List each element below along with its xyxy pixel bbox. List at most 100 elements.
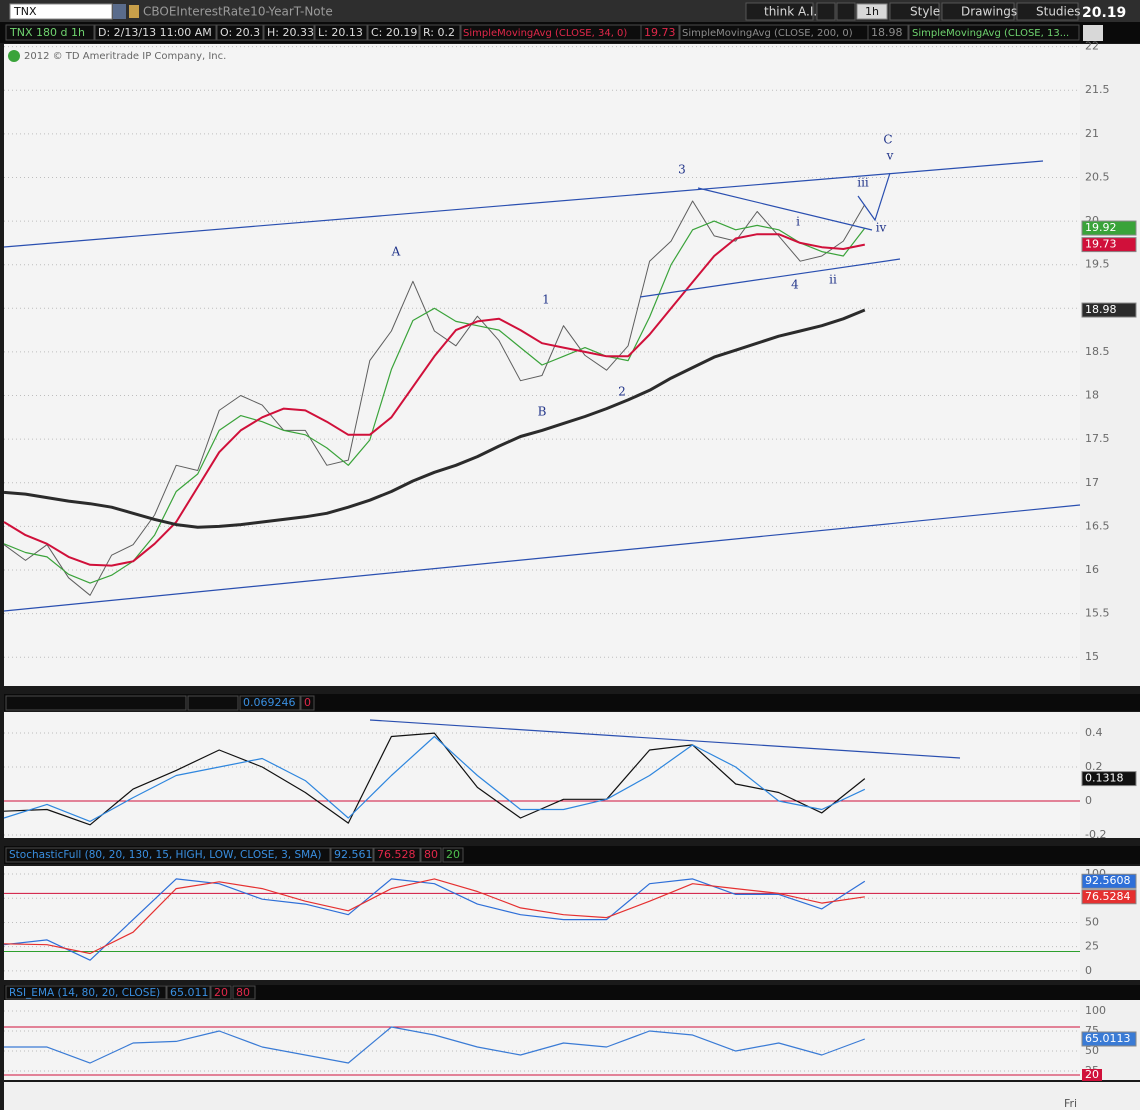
date: D: 2/13/13 11:00 AM [98, 26, 212, 39]
value-tags: 19.92 19.73 18.98 0.1318 92.5608 76.5284 65.01… [1081, 220, 1137, 1081]
copyright: 2012 © TD Ameritrade IP Company, Inc. [24, 51, 226, 62]
wave-label: 4 [791, 278, 799, 292]
value-tag-label: 20 [1085, 1068, 1099, 1081]
info-box [314, 24, 368, 41]
value-tag-label: 76.5284 [1085, 890, 1131, 903]
symbol-box[interactable] [9, 3, 113, 20]
x-tick-label: Fri [1064, 1097, 1077, 1110]
panel-header [4, 985, 1140, 1000]
trend-line [3, 160, 1044, 248]
y-tick-label: 25 [1085, 940, 1099, 953]
series-line [3, 878, 865, 955]
value-tag-label: 19.73 [1085, 238, 1117, 251]
header-box [420, 847, 442, 863]
studies-button[interactable] [1016, 2, 1079, 21]
header-value: 0 [304, 696, 311, 709]
divergence-line [369, 719, 961, 759]
y-tick-label: 18.5 [1085, 345, 1110, 358]
info-box [867, 24, 909, 41]
range: R: 0.2 [423, 26, 455, 39]
series-line [3, 732, 866, 826]
symbol-dropdown[interactable] [113, 4, 126, 19]
header-value: 80 [424, 848, 438, 861]
y-tick-label: 15 [1085, 650, 1099, 663]
wave-label: ii [829, 273, 837, 287]
header-box [166, 985, 211, 1000]
header-value: 76.528 [377, 848, 416, 861]
study-name: StochasticFull (80, 20, 130, 15, HIGH, L… [9, 849, 321, 861]
y-tick-label: 0.2 [1085, 760, 1103, 773]
header-value: 65.011 [170, 986, 209, 999]
style-button[interactable] [889, 2, 940, 21]
stochastic-panel [4, 866, 1080, 980]
style-label: Style [910, 5, 940, 19]
header-box [187, 695, 239, 711]
header-value: 80 [236, 986, 250, 999]
link-icon[interactable] [129, 5, 139, 18]
trend-line [697, 187, 873, 231]
y-tick-label: 0 [1085, 794, 1092, 807]
y-tick-label: 16 [1085, 563, 1099, 576]
interval-label: 1h [865, 5, 879, 18]
symbol: TNX [13, 5, 37, 18]
study-name: RSI_EMA (14, 80, 20, CLOSE) [9, 987, 160, 999]
header-box [210, 985, 232, 1000]
time-axis [4, 1082, 1140, 1110]
header-box [330, 847, 374, 863]
series-line [4, 1026, 866, 1064]
info-box [5, 24, 95, 41]
header-value: 0.069246 [243, 696, 296, 709]
y-tick-label: 17.5 [1085, 432, 1110, 445]
description: CBOEInterestRate10-YearT-Note [143, 5, 333, 19]
wave-label: i [796, 215, 800, 229]
series-line [3, 308, 866, 529]
last-price: 20.19 [1082, 5, 1126, 21]
series-line [3, 200, 866, 596]
drawings-button[interactable] [941, 2, 1015, 21]
value-tag [1081, 889, 1137, 905]
interval-button[interactable] [856, 3, 888, 20]
y-tick-label: 15.5 [1085, 607, 1110, 620]
trend-line [639, 258, 901, 298]
header-box [300, 695, 315, 711]
wave-label: iii [857, 176, 869, 190]
value-tag [1081, 873, 1137, 889]
y-tick-label: 100 [1085, 1004, 1106, 1017]
wave-label: 1 [542, 293, 550, 307]
value-tag-label: 19.92 [1085, 221, 1117, 234]
y-tick-label: 21.5 [1085, 83, 1110, 96]
think-button[interactable] [745, 2, 814, 21]
drawings-label: Drawings [961, 5, 1017, 19]
header-box [5, 985, 167, 1000]
value-tag-label: 65.0113 [1085, 1032, 1131, 1045]
rsi-panel [4, 1000, 1080, 1080]
info-box [908, 24, 1080, 41]
wave-label: 3 [678, 163, 686, 177]
legend-value: 19.73 [644, 26, 676, 39]
expand-button[interactable] [1083, 25, 1103, 41]
value-tag [1081, 220, 1137, 236]
tool-button[interactable] [836, 2, 856, 21]
wave-path [857, 172, 891, 222]
value-tag [1081, 237, 1137, 253]
y-tick-label: 50 [1085, 1044, 1099, 1057]
header-box [5, 695, 187, 711]
wave-label: 2 [618, 385, 626, 399]
info-box [419, 24, 461, 41]
y-tick-label: -0.2 [1085, 828, 1106, 841]
price-axis [1080, 44, 1140, 686]
value-tag-label: 92.5608 [1085, 874, 1131, 887]
tool-button[interactable] [816, 2, 836, 21]
header-value: 20 [214, 986, 228, 999]
studies-label: Studies [1036, 5, 1081, 19]
header-value: 20 [446, 848, 460, 861]
y-tick-label: 17 [1085, 476, 1099, 489]
close: C: 20.19 [371, 26, 417, 39]
legend-entry: SimpleMovingAvg (CLOSE, 200, 0) [682, 28, 853, 39]
series-line [3, 233, 866, 567]
y-tick-label: 22 [1085, 40, 1099, 53]
series-line [3, 878, 866, 961]
high: H: 20.33 [267, 26, 314, 39]
wave-label: iv [876, 221, 887, 235]
